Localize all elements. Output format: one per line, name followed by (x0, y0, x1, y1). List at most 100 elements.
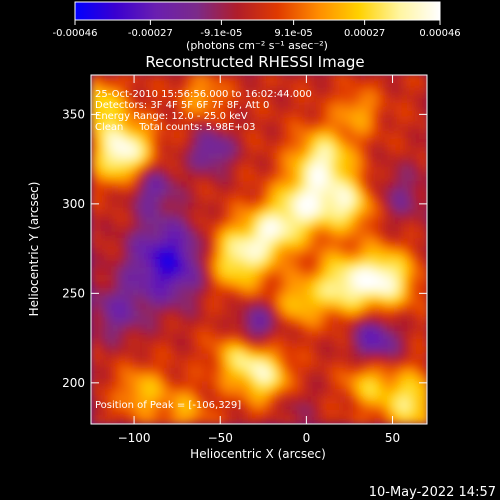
heatmap-cell (146, 338, 154, 346)
heatmap-cell (352, 173, 361, 182)
heatmap-cell (332, 302, 340, 311)
heatmap-cell (125, 202, 133, 210)
heatmap-cell (91, 123, 99, 132)
heatmap-cell (325, 409, 333, 418)
heatmap-cell (201, 359, 209, 368)
heatmap-cell (132, 130, 140, 139)
heatmap-cell (332, 223, 340, 232)
heatmap-cell (263, 101, 271, 110)
heatmap-cell (421, 409, 427, 418)
heatmap-cell (414, 166, 423, 175)
heatmap-cell (97, 75, 106, 81)
heatmap-cell (394, 151, 402, 160)
heatmap-cell (201, 295, 209, 303)
heatmap-cell (249, 338, 258, 346)
heatmap-cell (332, 323, 340, 332)
heatmap-cell (394, 323, 402, 332)
heatmap-cell (146, 266, 154, 275)
heatmap-cell (318, 216, 326, 225)
heatmap-cell (146, 295, 154, 303)
heatmap-cell (414, 416, 423, 424)
heatmap-cell (215, 173, 223, 182)
heatmap-cell (325, 259, 333, 268)
heatmap-cell (414, 287, 423, 296)
heatmap-cell (132, 101, 140, 110)
heatmap-cell (311, 180, 320, 189)
heatmap-cell (380, 273, 388, 282)
heatmap-cell (215, 159, 223, 167)
heatmap-cell (146, 209, 154, 217)
heatmap-cell (352, 137, 361, 146)
heatmap-cell (249, 409, 258, 418)
heatmap-cell (394, 309, 402, 318)
heatmap-cell (132, 166, 140, 175)
heatmap-cell (297, 80, 306, 89)
heatmap-cell (263, 273, 271, 282)
heatmap-cell (235, 345, 244, 354)
heatmap-cell (139, 94, 147, 103)
heatmap-cell (414, 366, 423, 375)
heatmap-cell (215, 75, 223, 81)
heatmap-cell (201, 223, 209, 232)
heatmap-cell (283, 252, 292, 260)
heatmap-cell (153, 352, 161, 361)
heatmap-cell (91, 302, 99, 311)
heatmap-cell (146, 80, 154, 89)
heatmap-cell (380, 123, 388, 132)
heatmap-cell (194, 216, 202, 225)
heatmap-cell (180, 416, 189, 424)
heatmap-cell (297, 252, 306, 260)
heatmap-cell (153, 295, 161, 303)
heatmap-cell (359, 123, 368, 132)
heatmap-cell (304, 373, 313, 382)
colorbar-tick-label: 0.00027 (344, 28, 385, 39)
heatmap-cell (91, 366, 99, 375)
heatmap-cell (290, 381, 299, 389)
heatmap-cell (346, 381, 354, 389)
heatmap-cell (359, 223, 368, 232)
heatmap-cell (408, 338, 416, 346)
heatmap-cell (180, 94, 189, 103)
heatmap-cell (408, 116, 416, 124)
heatmap-cell (201, 302, 209, 311)
heatmap-cell (132, 116, 140, 124)
heatmap-cell (215, 259, 223, 268)
heatmap-cell (290, 409, 299, 418)
heatmap-cell (401, 266, 409, 275)
heatmap-cell (201, 101, 209, 110)
heatmap-cell (242, 216, 251, 225)
heatmap-cell (325, 123, 333, 132)
heatmap-cell (242, 130, 251, 139)
heatmap-cell (270, 194, 278, 203)
heatmap-cell (346, 202, 354, 210)
heatmap-cell (318, 273, 326, 282)
heatmap-cell (139, 194, 147, 203)
heatmap-cell (104, 259, 113, 268)
heatmap-cell (228, 237, 237, 246)
heatmap-cell (111, 151, 120, 160)
heatmap-cell (242, 330, 251, 339)
heatmap-cell (132, 216, 140, 225)
heatmap-cell (297, 109, 306, 117)
heatmap-cell (228, 180, 237, 189)
heatmap-cell (159, 309, 168, 318)
heatmap-cell (297, 416, 306, 424)
heatmap-cell (283, 180, 292, 189)
heatmap-cell (387, 287, 395, 296)
heatmap-cell (366, 295, 375, 303)
heatmap-cell (111, 173, 120, 182)
heatmap-cell (359, 75, 368, 81)
heatmap-cell (139, 230, 147, 239)
heatmap-cell (242, 194, 251, 203)
heatmap-cell (297, 130, 306, 139)
heatmap-cell (366, 402, 375, 411)
heatmap-cell (401, 259, 409, 268)
heatmap-cell (159, 173, 168, 182)
heatmap-cell (325, 366, 333, 375)
heatmap-cell (187, 273, 195, 282)
heatmap-cell (352, 416, 361, 424)
heatmap-cell (380, 388, 388, 396)
heatmap-cell (228, 151, 237, 160)
heatmap-cell (173, 173, 182, 182)
heatmap-cell (401, 373, 409, 382)
